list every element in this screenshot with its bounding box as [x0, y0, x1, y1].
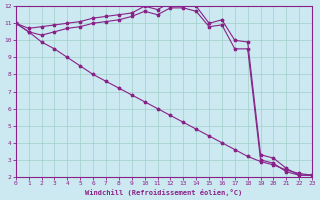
X-axis label: Windchill (Refroidissement éolien,°C): Windchill (Refroidissement éolien,°C) [85, 189, 243, 196]
